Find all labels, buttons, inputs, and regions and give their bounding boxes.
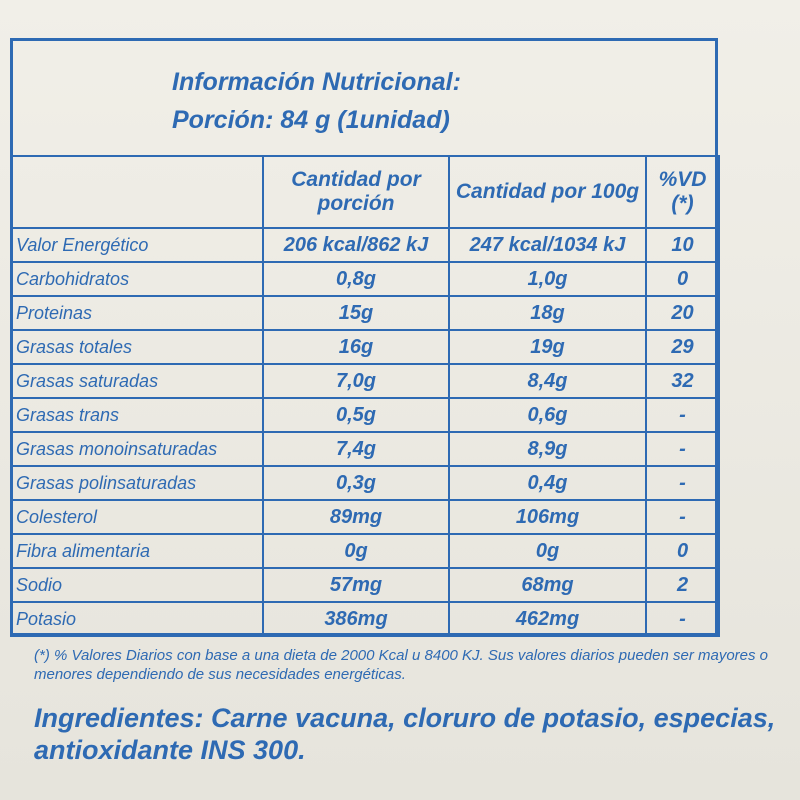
nutrient-name: Grasas polinsaturadas — [10, 465, 264, 501]
nutrient-name: Grasas monoinsaturadas — [10, 431, 264, 467]
nutrient-value: - — [645, 465, 720, 501]
nutrient-value: 0g — [448, 533, 647, 569]
table-row: Grasas totales 16g 19g 29 — [10, 329, 720, 365]
nutrient-value: 1,0g — [448, 261, 647, 297]
nutrient-name: Grasas totales — [10, 329, 264, 365]
nutrient-value: 2 — [645, 567, 720, 603]
ingredients: Ingredientes: Carne vacuna, cloruro de p… — [34, 703, 776, 765]
nutrition-table: Cantidad por porción Cantidad por 100g %VD… — [10, 155, 720, 637]
nutrient-value: 0,5g — [262, 397, 450, 433]
nutrient-value: 0g — [262, 533, 450, 569]
table-row: Grasas monoinsaturadas 7,4g 8,9g - — [10, 431, 720, 467]
nutrient-value: 0,4g — [448, 465, 647, 501]
nutrient-value: 7,4g — [262, 431, 450, 467]
portion: Porción: 84 g (1unidad) — [172, 106, 450, 134]
nutrient-value: - — [645, 397, 720, 433]
nutrient-value: - — [645, 431, 720, 467]
header-cell: Cantidad por 100g — [448, 155, 647, 229]
nutrient-value: 386mg — [262, 601, 450, 637]
nutrient-value: 89mg — [262, 499, 450, 535]
nutrient-name: Fibra alimentaria — [10, 533, 264, 569]
table-row: Grasas saturadas 7,0g 8,4g 32 — [10, 363, 720, 399]
nutrient-value: 462mg — [448, 601, 647, 637]
nutrient-name: Carbohidratos — [10, 261, 264, 297]
nutrient-value: 0 — [645, 261, 720, 297]
nutrient-value: 19g — [448, 329, 647, 365]
nutrient-value: 0,8g — [262, 261, 450, 297]
header-row: Cantidad por porción Cantidad por 100g %VD… — [10, 155, 720, 229]
table-row: Sodio 57mg 68mg 2 — [10, 567, 720, 603]
nutrient-value: 0,6g — [448, 397, 647, 433]
table-row: Grasas polinsaturadas 0,3g 0,4g - — [10, 465, 720, 501]
nutrient-value: 16g — [262, 329, 450, 365]
table-row: Fibra alimentaria 0g 0g 0 — [10, 533, 720, 569]
nutrient-value: - — [645, 499, 720, 535]
nutrient-value: 18g — [448, 295, 647, 331]
nutrient-value: 32 — [645, 363, 720, 399]
nutrient-name: Potasio — [10, 601, 264, 637]
nutrient-value: 206 kcal/862 kJ — [262, 227, 450, 263]
nutrient-name: Valor Energético — [10, 227, 264, 263]
nutrient-value: 106mg — [448, 499, 647, 535]
table-row: Proteinas 15g 18g 20 — [10, 295, 720, 331]
nutrient-value: 10 — [645, 227, 720, 263]
table-row: Colesterol 89mg 106mg - — [10, 499, 720, 535]
nutrient-value: 7,0g — [262, 363, 450, 399]
header-cell: %VD (*) — [645, 155, 720, 229]
table-row: Carbohidratos 0,8g 1,0g 0 — [10, 261, 720, 297]
nutrient-value: 0,3g — [262, 465, 450, 501]
header-cell: Cantidad por porción — [262, 155, 450, 229]
nutrient-name: Sodio — [10, 567, 264, 603]
nutrient-value: 8,4g — [448, 363, 647, 399]
footnote: (*) % Valores Diarios con base a una die… — [34, 647, 769, 683]
nutrient-value: 0 — [645, 533, 720, 569]
table-row: Valor Energético 206 kcal/862 kJ 247 kcal/… — [10, 227, 720, 263]
nutrient-value: 247 kcal/1034 kJ — [448, 227, 647, 263]
nutrient-name: Colesterol — [10, 499, 264, 535]
nutrient-value: 20 — [645, 295, 720, 331]
title: Información Nutricional: — [172, 68, 461, 96]
nutrient-value: 68mg — [448, 567, 647, 603]
table-row: Grasas trans 0,5g 0,6g - — [10, 397, 720, 433]
nutrient-name: Grasas saturadas — [10, 363, 264, 399]
table-row: Potasio 386mg 462mg - — [10, 601, 720, 637]
nutrient-value: 15g — [262, 295, 450, 331]
nutrient-value: 29 — [645, 329, 720, 365]
header-cell — [10, 155, 264, 229]
nutrient-name: Proteinas — [10, 295, 264, 331]
nutrient-value: 8,9g — [448, 431, 647, 467]
nutrient-value: 57mg — [262, 567, 450, 603]
nutrient-name: Grasas trans — [10, 397, 264, 433]
nutrient-value: - — [645, 601, 720, 637]
